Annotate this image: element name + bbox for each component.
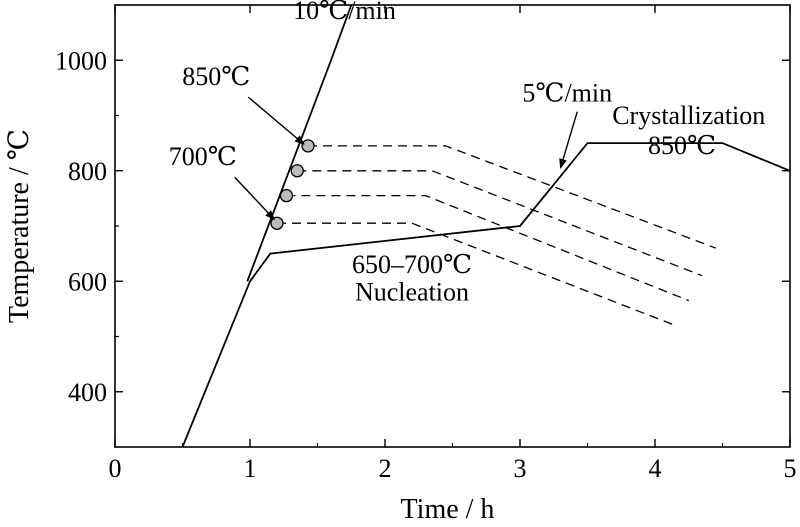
x-tick-label: 5 — [784, 454, 797, 483]
x-axis-label: Time / h — [401, 494, 495, 525]
x-tick-label: 1 — [244, 454, 257, 483]
annotation-arrow — [559, 111, 578, 169]
annotation-label: Nucleation — [355, 278, 469, 307]
annotation-label: 5℃/min — [522, 79, 612, 108]
annotation-label: 850℃ — [182, 62, 250, 91]
annotation-label: 850℃ — [648, 131, 716, 160]
axes: 0 1 2 3 4 5 400 600 800 1000 Time / h Temperature /… — [4, 4, 797, 525]
annotation-label: 650–700℃ — [352, 250, 472, 279]
annotation-label: 10℃/min — [293, 0, 396, 25]
annotations: 10℃/min850℃700℃5℃/minCrystallization850℃… — [169, 0, 766, 307]
data-point-marker — [279, 188, 294, 203]
annotation-label: 700℃ — [169, 142, 237, 171]
plot-area — [181, 5, 790, 447]
x-tick-label: 4 — [649, 454, 662, 483]
annotation-arrow — [234, 176, 275, 221]
y-axis-label: Temperature / ℃ — [4, 129, 35, 323]
y-tick-label: 1000 — [55, 46, 107, 75]
data-point-marker — [270, 216, 284, 230]
x-tick-label: 2 — [379, 454, 392, 483]
x-tick-label: 3 — [514, 454, 527, 483]
dashed-line-1 — [308, 145, 717, 249]
series-line-2 — [246, 5, 353, 282]
data-point-marker — [290, 164, 304, 178]
dashed-line-2 — [297, 170, 703, 277]
y-tick-label: 800 — [68, 157, 107, 186]
dashed-line-4 — [277, 222, 676, 327]
y-tick-label: 600 — [68, 267, 107, 296]
annotation-label: Crystallization — [612, 101, 765, 130]
series-line-1 — [181, 142, 790, 447]
dashed-line-3 — [286, 194, 690, 302]
x-tick-label: 0 — [109, 454, 122, 483]
annotation-arrow — [247, 96, 305, 145]
y-tick-label: 400 — [68, 378, 107, 407]
data-point-marker — [301, 139, 315, 153]
